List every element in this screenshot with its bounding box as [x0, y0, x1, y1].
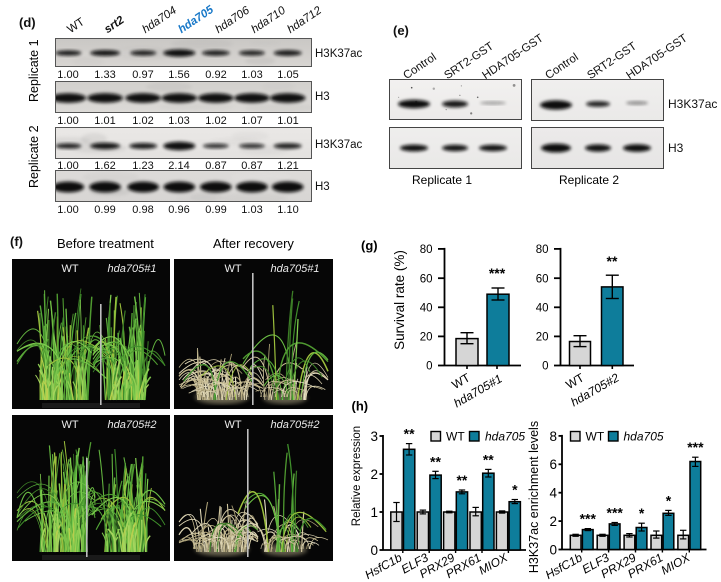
svg-text:2: 2	[549, 514, 557, 529]
svg-text:hda705: hda705	[624, 430, 664, 444]
svg-text:*: *	[639, 505, 645, 521]
svg-text:WT: WT	[224, 263, 241, 275]
svg-text:2: 2	[370, 467, 378, 482]
svg-text:80: 80	[420, 244, 433, 256]
svg-text:0: 0	[426, 361, 432, 373]
svg-text:***: ***	[489, 265, 506, 281]
svg-text:*: *	[512, 482, 518, 498]
svg-text:0: 0	[549, 542, 557, 557]
svg-text:*: *	[666, 492, 672, 508]
svg-text:Survival rate (%): Survival rate (%)	[392, 250, 407, 350]
svg-text:**: **	[456, 472, 467, 488]
svg-text:20: 20	[536, 332, 549, 344]
svg-text:8: 8	[549, 429, 557, 444]
svg-text:**: **	[483, 451, 494, 467]
svg-text:WT: WT	[224, 419, 241, 431]
svg-text:**: **	[404, 426, 415, 442]
svg-text:hda705: hda705	[485, 430, 525, 444]
svg-text:hda705#2: hda705#2	[271, 419, 320, 431]
svg-text:6: 6	[549, 457, 557, 472]
svg-text:Relative expression: Relative expression	[351, 426, 363, 526]
svg-text:WT: WT	[586, 430, 605, 444]
svg-text:**: **	[607, 253, 618, 269]
svg-text:40: 40	[536, 302, 549, 314]
svg-text:WT: WT	[61, 419, 78, 431]
svg-text:WT: WT	[446, 430, 465, 444]
svg-text:HsfC1b: HsfC1b	[362, 550, 404, 582]
svg-text:***: ***	[580, 511, 597, 527]
svg-text:60: 60	[536, 273, 549, 285]
svg-text:(g): (g)	[361, 238, 378, 253]
svg-text:***: ***	[607, 505, 624, 521]
svg-text:1: 1	[370, 505, 378, 520]
svg-text:(h): (h)	[352, 399, 369, 414]
svg-text:3: 3	[370, 429, 378, 444]
svg-text:MIOX: MIOX	[476, 550, 510, 578]
svg-text:hda705#1: hda705#1	[271, 263, 320, 275]
svg-text:hda705#2: hda705#2	[108, 419, 157, 431]
svg-text:80: 80	[536, 244, 549, 256]
svg-text:***: ***	[687, 439, 704, 455]
svg-text:H3K37ac enrichment levels: H3K37ac enrichment levels	[527, 421, 541, 573]
svg-text:0: 0	[370, 543, 378, 558]
svg-text:WT: WT	[61, 263, 78, 275]
svg-text:**: **	[430, 453, 441, 469]
svg-text:0: 0	[542, 361, 548, 373]
svg-text:40: 40	[420, 302, 433, 314]
svg-text:MIOX: MIOX	[659, 550, 693, 578]
svg-text:20: 20	[420, 332, 433, 344]
svg-text:hda705#1: hda705#1	[108, 263, 157, 275]
svg-text:4: 4	[549, 486, 557, 501]
svg-text:60: 60	[420, 273, 433, 285]
